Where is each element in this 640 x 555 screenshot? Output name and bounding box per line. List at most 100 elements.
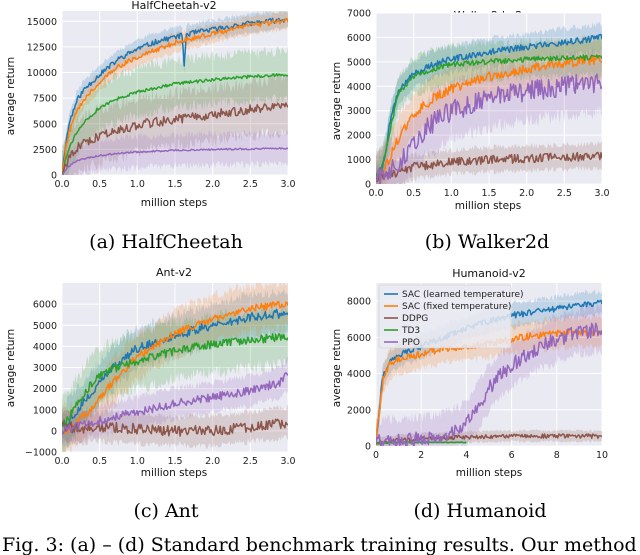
series-line-td3 (376, 441, 467, 445)
series-line-ppo (376, 322, 602, 446)
y-tick-label: 2500 (33, 145, 57, 156)
x-tick-label: 1.5 (167, 179, 182, 190)
y-tick-labels: 0 1000 2000 3000 4000 5000 6000 7000 (347, 9, 371, 191)
panel-caption: (b) Walker2d (425, 231, 549, 253)
y-tick-label: 5000 (33, 119, 57, 130)
band-ppo (376, 46, 602, 184)
x-tick-label: 1.5 (481, 188, 496, 199)
y-axis-label: average return (5, 57, 17, 135)
y-tick-label: 4000 (33, 342, 57, 353)
series-lines (62, 300, 288, 437)
x-tick-label: 0.0 (54, 456, 69, 467)
y-tick-label: 10000 (27, 68, 57, 79)
panel-halfcheetah: HalfCheetah-v2 0.0 0.5 1.0 1.5 2.0 2.5 3.0 0 25… (5, 0, 296, 253)
x-tick-label: 2.5 (557, 188, 572, 199)
figure-caption: Fig. 3: (a) – (d) Standard benchmark tra… (2, 534, 637, 555)
band-sac_learned (62, 288, 288, 450)
y-tick-label: 2000 (347, 131, 371, 142)
series-line-ddpg (376, 433, 602, 445)
x-tick-label: 10 (596, 450, 608, 461)
y-tick-labels: 0 2000 4000 6000 8000 (347, 297, 371, 453)
x-tick-label: 3.0 (280, 179, 295, 190)
band-sac_learned (376, 21, 602, 184)
x-axis-label: million steps (141, 467, 208, 479)
panel-caption: (d) Humanoid (413, 500, 546, 522)
x-tick-labels: 0 2 4 6 8 10 (373, 450, 608, 461)
y-tick-label: −1000 (25, 448, 57, 459)
band-sac_learned (62, 11, 288, 175)
y-tick-labels: 0 2500 5000 7500 10000 12500 15000 (27, 17, 57, 182)
panel-title: Humanoid-v2 (452, 267, 526, 280)
legend-label-sac_fixed: SAC (fixed temperature) (402, 302, 511, 312)
y-tick-label: 1000 (347, 155, 371, 166)
series-lines (376, 33, 602, 184)
x-axis-label: million steps (455, 200, 522, 212)
panel-caption: (c) Ant (133, 500, 198, 522)
x-tick-label: 2 (418, 450, 424, 461)
grid (375, 12, 603, 185)
x-tick-label: 0.0 (368, 188, 383, 199)
y-tick-label: 4000 (347, 369, 371, 380)
panel-title: Ant-v2 (156, 266, 192, 279)
series-line-ppo (62, 147, 288, 175)
x-tick-label: 1.0 (130, 179, 145, 190)
x-tick-label: 1.5 (167, 456, 182, 467)
y-tick-label: 6000 (347, 33, 371, 44)
y-tick-label: 15000 (27, 17, 57, 28)
y-tick-label: 2000 (33, 384, 57, 395)
series-line-ppo (62, 372, 288, 435)
y-tick-label: 3000 (347, 106, 371, 117)
x-tick-label: 2.5 (243, 456, 258, 467)
series-line-sac_learned (62, 308, 288, 428)
panel-walker2d: Walker2d-v2 0.00.51.01.52.02.53.0 010002… (331, 9, 610, 254)
y-tick-label: 6000 (33, 300, 57, 311)
x-tick-label: 0.5 (92, 456, 107, 467)
x-tick-label: 2.0 (205, 456, 220, 467)
panel-humanoid: Humanoid-v2 0 2 4 6 8 10 0 2000 4000 6000 8000 mi… (331, 267, 608, 522)
legend-label-sac_learned: SAC (learned temperature) (402, 290, 524, 300)
series-lines (62, 17, 288, 175)
series-line-sac_fixed (62, 300, 288, 435)
y-tick-label: 5000 (347, 57, 371, 68)
band-ppo (62, 129, 288, 175)
series-line-ddpg (376, 151, 602, 183)
series-line-ppo (376, 73, 602, 184)
y-tick-label: 0 (51, 171, 57, 182)
x-tick-label: 1.0 (130, 456, 145, 467)
legend-label-ddpg: DDPG (402, 314, 428, 324)
x-tick-label: 0.0 (54, 179, 69, 190)
x-tick-label: 1.0 (444, 188, 459, 199)
legend-label-ppo: PPO (402, 338, 420, 348)
x-axis-label: million steps (141, 197, 208, 209)
panel-caption: (a) HalfCheetah (89, 231, 243, 253)
x-tick-labels: 0.0 0.5 1.0 1.5 2.0 2.5 3.0 (54, 456, 295, 467)
y-tick-label: 7500 (33, 94, 57, 105)
series-line-sac_learned (376, 33, 602, 179)
legend-box (378, 284, 512, 349)
y-tick-label: 0 (365, 180, 371, 191)
legend-label-td3: TD3 (401, 326, 420, 336)
y-tick-label: 3000 (33, 363, 57, 374)
series-line-td3 (62, 73, 288, 175)
x-tick-label: 6 (509, 450, 515, 461)
y-tick-label: 12500 (27, 42, 57, 53)
x-tick-label: 3.0 (280, 456, 295, 467)
x-tick-label: 8 (554, 450, 560, 461)
series-line-td3 (376, 54, 602, 177)
y-tick-label: 4000 (347, 82, 371, 93)
y-axis-label: average return (331, 62, 343, 140)
y-tick-label: 6000 (347, 333, 371, 344)
x-tick-label: 2.0 (205, 179, 220, 190)
series-line-ddpg (62, 102, 288, 175)
grid (61, 11, 289, 176)
x-tick-label: 0.5 (92, 179, 107, 190)
y-tick-label: 5000 (33, 321, 57, 332)
legend: SAC (learned temperature) SAC (fixed temp… (378, 284, 524, 349)
series-line-sac_fixed (62, 17, 288, 175)
y-tick-label: 1000 (33, 405, 57, 416)
x-tick-labels: 0.0 0.5 1.0 1.5 2.0 2.5 3.0 (368, 188, 609, 199)
series-line-sac_fixed (376, 55, 602, 179)
y-tick-label: 0 (51, 426, 57, 437)
band-ddpg (62, 72, 288, 175)
y-tick-label: 8000 (347, 297, 371, 308)
